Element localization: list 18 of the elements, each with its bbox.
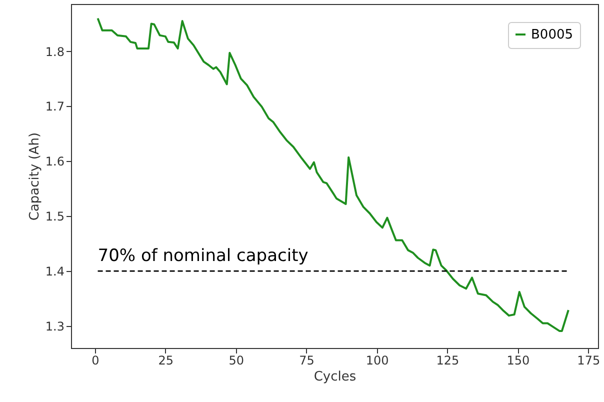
y-tick-label: 1.3	[45, 320, 64, 334]
ref-line-label: 70% of nominal capacity	[98, 246, 308, 266]
x-tick-label: 75	[299, 354, 314, 368]
x-tick-label: 100	[366, 354, 389, 368]
x-tick-label: 125	[436, 354, 460, 368]
legend-label: B0005	[531, 28, 574, 42]
x-axis-title: Cycles	[314, 370, 356, 384]
y-tick-label: 1.4	[45, 264, 64, 279]
x-tick-label: 150	[506, 354, 530, 368]
x-tick-label: 175	[577, 354, 600, 368]
y-axis-title: Capacity (Ah)	[27, 132, 42, 221]
x-tick-label: 25	[158, 354, 174, 368]
x-tick-label: 50	[228, 354, 244, 368]
y-tick-label: 1.5	[45, 210, 64, 224]
x-tick-label: 0	[92, 354, 100, 368]
y-tick-label: 1.6	[45, 154, 64, 169]
y-tick-label: 1.8	[45, 44, 64, 59]
y-tick-label: 1.7	[45, 100, 64, 114]
